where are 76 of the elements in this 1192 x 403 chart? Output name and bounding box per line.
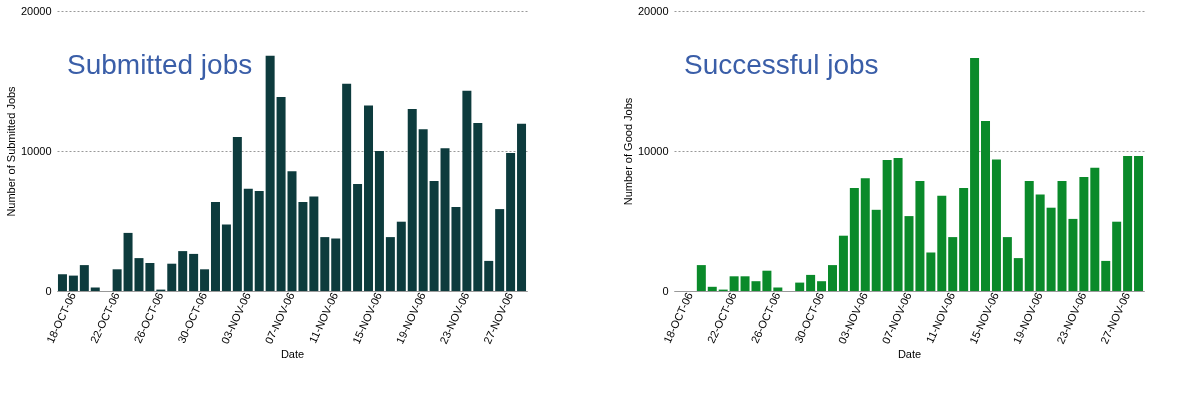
bar <box>178 251 188 291</box>
bar <box>1090 167 1100 291</box>
y-tick-label: 10000 <box>20 144 52 157</box>
bar <box>342 83 352 291</box>
annotation: Submitted jobs <box>67 49 253 80</box>
bar <box>926 252 936 291</box>
bar <box>309 196 319 291</box>
bar <box>374 151 384 291</box>
annotation: Successful jobs <box>684 49 879 80</box>
bar <box>473 123 483 291</box>
bar <box>1134 155 1144 291</box>
bar <box>1002 237 1012 291</box>
bar <box>407 109 417 291</box>
bar <box>145 263 155 291</box>
bar <box>893 158 903 291</box>
bar <box>396 221 406 291</box>
bar <box>959 188 969 291</box>
bar <box>1013 258 1023 291</box>
bar <box>243 188 253 291</box>
y-axis-title: Number of Submitted Jobs <box>4 85 17 217</box>
bar <box>795 282 805 291</box>
bar <box>838 235 848 291</box>
bar <box>484 260 494 291</box>
bar <box>232 137 242 291</box>
bar <box>882 160 892 291</box>
bar <box>827 265 837 291</box>
bar <box>729 276 739 291</box>
bar <box>762 270 772 291</box>
bar <box>871 209 881 291</box>
bar <box>189 253 199 291</box>
x-axis-title: Date <box>897 348 922 361</box>
bar <box>1123 155 1133 291</box>
bar <box>991 159 1001 291</box>
bar <box>276 97 286 291</box>
bar <box>1035 194 1045 291</box>
x-axis-title: Date <box>280 348 305 361</box>
bar <box>860 178 870 291</box>
bar <box>981 120 991 291</box>
bar <box>364 105 374 291</box>
bar <box>254 190 264 291</box>
bar <box>167 263 177 291</box>
bar <box>429 181 439 291</box>
bar <box>1024 181 1034 291</box>
y-tick-label: 20000 <box>637 4 669 17</box>
bar <box>970 57 980 291</box>
bar <box>385 237 395 291</box>
bar <box>79 265 89 291</box>
bar <box>1079 176 1089 291</box>
bar <box>1046 207 1056 291</box>
bar <box>948 237 958 291</box>
bar <box>506 153 516 291</box>
bar <box>57 274 67 291</box>
bar <box>418 129 428 291</box>
bar <box>265 55 275 291</box>
bar <box>517 123 527 291</box>
bar <box>1112 221 1122 291</box>
bar <box>200 269 210 291</box>
bar <box>320 237 330 291</box>
bar <box>210 202 220 291</box>
bar <box>331 238 341 291</box>
y-axis-title: Number of Good Jobs <box>621 97 634 206</box>
y-tick-label: 20000 <box>20 4 52 17</box>
bar <box>806 274 816 291</box>
bar <box>221 224 231 291</box>
bar <box>353 183 363 291</box>
bar <box>112 269 122 291</box>
bar <box>1101 260 1111 291</box>
bar <box>707 286 717 291</box>
bar <box>937 195 947 291</box>
bar <box>817 281 827 291</box>
bar <box>462 90 472 291</box>
bar <box>68 275 78 291</box>
bar <box>696 265 706 291</box>
bar <box>495 209 505 291</box>
bar <box>849 188 859 291</box>
y-tick-label: 10000 <box>637 144 669 157</box>
